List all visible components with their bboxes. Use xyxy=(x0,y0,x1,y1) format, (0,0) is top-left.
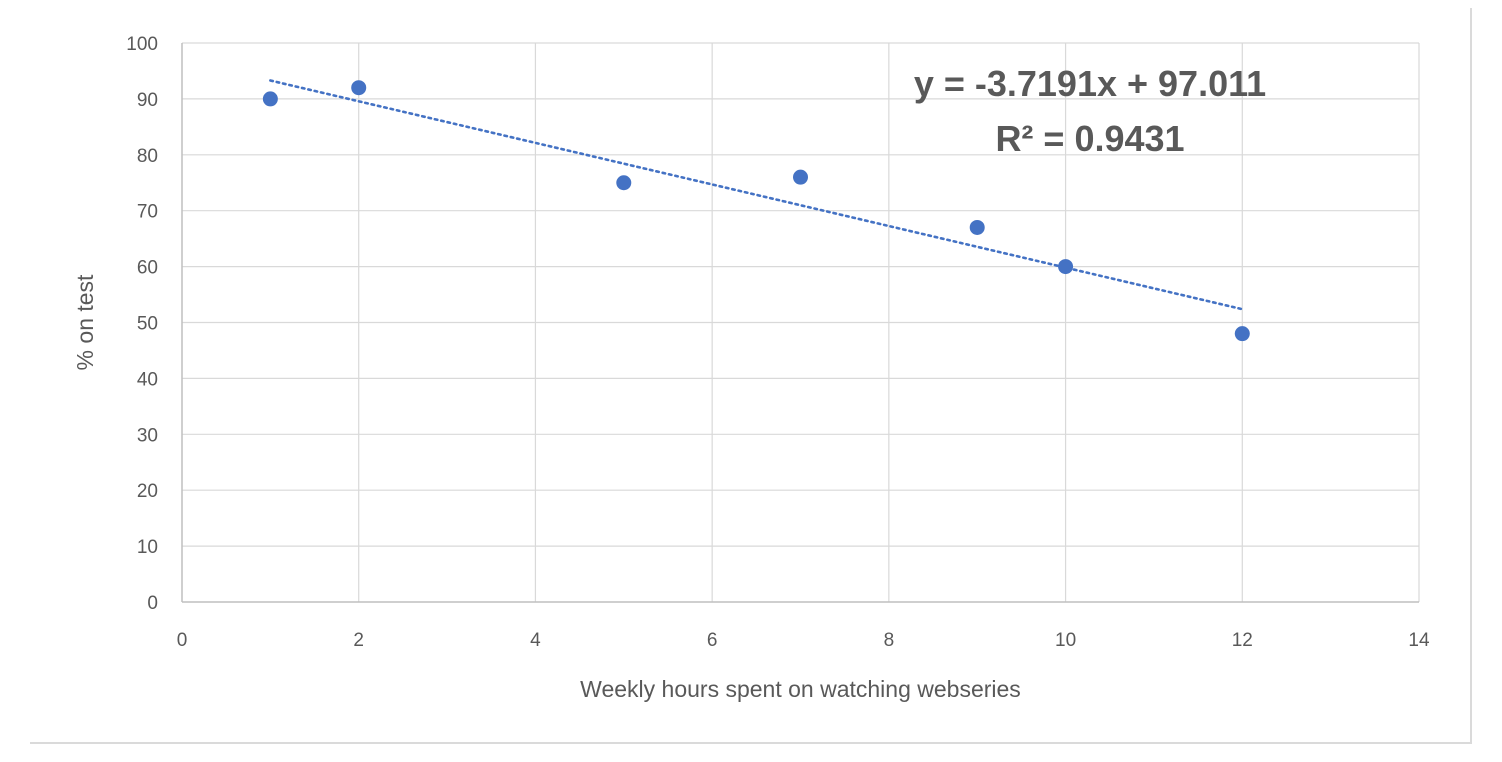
y-tick-label: 70 xyxy=(137,202,158,223)
y-axis-title: % on test xyxy=(72,274,98,370)
point-layer xyxy=(262,80,1250,342)
y-tick-label: 10 xyxy=(137,537,158,558)
x-tick-label: 8 xyxy=(884,630,895,651)
x-tick-label: 14 xyxy=(1408,630,1430,651)
y-tick-label: 80 xyxy=(137,146,158,167)
data-point xyxy=(616,175,632,191)
x-tick-label: 2 xyxy=(353,630,364,651)
y-tick-label: 50 xyxy=(137,314,158,335)
data-point xyxy=(262,91,278,107)
label-layer: 0 10 20 30 40 50 60 70 80 90 100 0 2 4 6 8 10 12 14 xyxy=(126,34,1430,651)
x-tick-label: 4 xyxy=(530,630,541,651)
data-point xyxy=(1234,326,1250,342)
y-tick-label: 0 xyxy=(147,593,158,614)
x-axis-title: Weekly hours spent on watching webseries xyxy=(580,676,1021,702)
trend-layer xyxy=(269,79,1244,311)
data-point xyxy=(351,80,367,96)
axis-layer xyxy=(181,43,1419,603)
data-point xyxy=(969,219,985,235)
x-tick-label: 0 xyxy=(177,630,188,651)
grid-layer xyxy=(182,42,1420,602)
y-tick-label: 20 xyxy=(137,481,158,502)
x-tick-label: 12 xyxy=(1232,630,1253,651)
y-tick-label: 60 xyxy=(137,258,158,279)
chart-frame xyxy=(30,8,1472,744)
trendline xyxy=(269,79,1244,311)
x-tick-label: 10 xyxy=(1055,630,1076,651)
y-tick-label: 90 xyxy=(137,90,158,111)
y-tick-label: 40 xyxy=(137,369,158,390)
trendline-equation: y = -3.7191x + 97.011 xyxy=(914,63,1266,104)
y-tick-label: 30 xyxy=(137,425,158,446)
x-tick-label: 6 xyxy=(707,630,718,651)
trendline-r-squared: R² = 0.9431 xyxy=(995,118,1184,159)
y-tick-label: 100 xyxy=(126,34,158,55)
data-point xyxy=(1058,259,1074,275)
data-point xyxy=(793,169,808,185)
